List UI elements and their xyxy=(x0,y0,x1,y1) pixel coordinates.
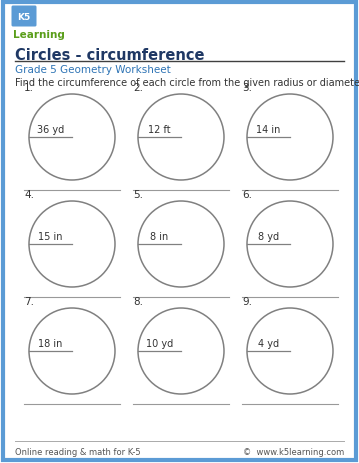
Text: 6.: 6. xyxy=(242,189,252,200)
Text: 10 yd: 10 yd xyxy=(146,338,173,348)
Text: 18 in: 18 in xyxy=(38,338,63,348)
Text: 36 yd: 36 yd xyxy=(37,125,64,135)
Text: 8 yd: 8 yd xyxy=(258,232,279,242)
Text: K5: K5 xyxy=(17,13,31,21)
Text: 4.: 4. xyxy=(24,189,34,200)
FancyBboxPatch shape xyxy=(11,6,37,27)
Text: 12 ft: 12 ft xyxy=(148,125,171,135)
Text: 7.: 7. xyxy=(24,296,34,307)
Text: 8 in: 8 in xyxy=(150,232,169,242)
Text: 15 in: 15 in xyxy=(38,232,63,242)
Text: ©  www.k5learning.com: © www.k5learning.com xyxy=(243,447,344,456)
Text: Learning: Learning xyxy=(13,30,65,40)
Text: 4 yd: 4 yd xyxy=(258,338,279,348)
Text: 8.: 8. xyxy=(133,296,143,307)
Text: 3.: 3. xyxy=(242,83,252,93)
Text: 14 in: 14 in xyxy=(256,125,281,135)
Text: Grade 5 Geometry Worksheet: Grade 5 Geometry Worksheet xyxy=(15,65,171,75)
Text: 2.: 2. xyxy=(133,83,143,93)
Text: 1.: 1. xyxy=(24,83,34,93)
Text: Circles - circumference: Circles - circumference xyxy=(15,48,205,63)
Text: Online reading & math for K-5: Online reading & math for K-5 xyxy=(15,447,141,456)
Text: Find the circumference of each circle from the given radius or diameter.: Find the circumference of each circle fr… xyxy=(15,78,359,88)
Text: 9.: 9. xyxy=(242,296,252,307)
Text: 5.: 5. xyxy=(133,189,143,200)
